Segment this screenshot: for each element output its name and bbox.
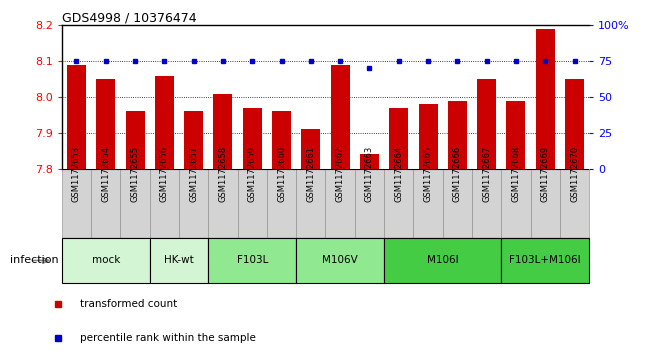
- Bar: [501, 169, 531, 238]
- Text: GSM1172657: GSM1172657: [189, 146, 198, 202]
- Bar: [472, 169, 501, 238]
- Text: GSM1172661: GSM1172661: [307, 146, 315, 202]
- Bar: [67, 65, 86, 169]
- Bar: [389, 108, 408, 169]
- Bar: [301, 129, 320, 169]
- Bar: [331, 65, 350, 169]
- Bar: [506, 101, 525, 169]
- Bar: [96, 79, 115, 169]
- Text: GDS4998 / 10376474: GDS4998 / 10376474: [62, 11, 197, 24]
- Bar: [384, 169, 413, 238]
- Text: GSM1172653: GSM1172653: [72, 146, 81, 202]
- Text: GSM1172668: GSM1172668: [512, 146, 520, 202]
- Text: GSM1172666: GSM1172666: [453, 146, 462, 202]
- Bar: [355, 169, 384, 238]
- Text: F103L: F103L: [236, 256, 268, 265]
- Text: GSM1172660: GSM1172660: [277, 146, 286, 202]
- Text: HK-wt: HK-wt: [164, 256, 194, 265]
- Bar: [214, 94, 232, 169]
- Bar: [208, 238, 296, 283]
- Text: GSM1172665: GSM1172665: [424, 146, 432, 202]
- Bar: [384, 238, 501, 283]
- Text: GSM1172659: GSM1172659: [248, 146, 256, 202]
- Bar: [243, 108, 262, 169]
- Bar: [179, 169, 208, 238]
- Bar: [419, 104, 437, 169]
- Bar: [126, 111, 145, 169]
- Bar: [296, 238, 384, 283]
- Bar: [443, 169, 472, 238]
- Text: percentile rank within the sample: percentile rank within the sample: [80, 333, 256, 343]
- Bar: [501, 238, 589, 283]
- Bar: [155, 76, 174, 169]
- Text: infection: infection: [10, 256, 59, 265]
- Bar: [477, 79, 496, 169]
- Bar: [120, 169, 150, 238]
- Bar: [184, 111, 203, 169]
- Bar: [272, 111, 291, 169]
- Text: mock: mock: [92, 256, 120, 265]
- Bar: [565, 79, 584, 169]
- Text: GSM1172662: GSM1172662: [336, 146, 344, 202]
- Text: GSM1172664: GSM1172664: [395, 146, 403, 202]
- Text: GSM1172654: GSM1172654: [102, 146, 110, 202]
- Text: GSM1172658: GSM1172658: [219, 146, 227, 202]
- Bar: [296, 169, 326, 238]
- Bar: [448, 101, 467, 169]
- Bar: [62, 238, 150, 283]
- Bar: [208, 169, 238, 238]
- Text: GSM1172667: GSM1172667: [482, 146, 491, 202]
- Text: GSM1172670: GSM1172670: [570, 146, 579, 202]
- Text: GSM1172663: GSM1172663: [365, 146, 374, 202]
- Text: transformed count: transformed count: [80, 299, 177, 310]
- Bar: [326, 169, 355, 238]
- Text: M106I: M106I: [427, 256, 458, 265]
- Bar: [560, 169, 589, 238]
- Bar: [267, 169, 296, 238]
- Text: GSM1172669: GSM1172669: [541, 146, 549, 202]
- Bar: [413, 169, 443, 238]
- Bar: [62, 169, 91, 238]
- Bar: [238, 169, 267, 238]
- Text: GSM1172656: GSM1172656: [160, 146, 169, 202]
- Bar: [536, 29, 555, 169]
- Text: M106V: M106V: [322, 256, 358, 265]
- Bar: [531, 169, 560, 238]
- Bar: [150, 238, 208, 283]
- Text: F103L+M106I: F103L+M106I: [509, 256, 581, 265]
- Bar: [150, 169, 179, 238]
- Bar: [360, 155, 379, 169]
- Bar: [91, 169, 120, 238]
- Text: GSM1172655: GSM1172655: [131, 146, 139, 202]
